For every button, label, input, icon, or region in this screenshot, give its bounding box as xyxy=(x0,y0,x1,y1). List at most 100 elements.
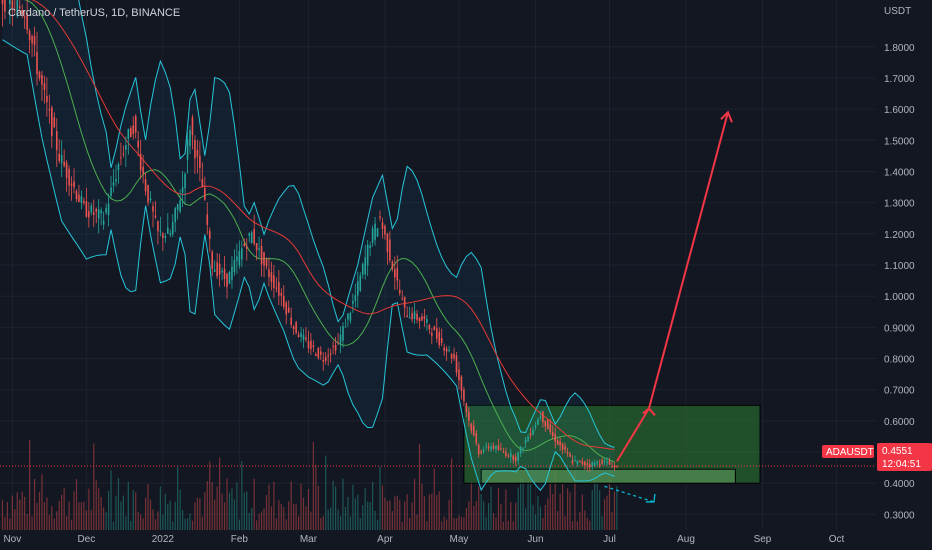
candle-body xyxy=(55,131,58,151)
candle-body xyxy=(559,441,561,446)
candle-body xyxy=(542,411,544,423)
candle-body xyxy=(369,245,371,249)
badge-symbol: ADAUSDT xyxy=(826,447,874,458)
candle-body xyxy=(324,356,327,361)
volume-bar xyxy=(68,501,70,530)
volume-bar xyxy=(132,490,134,530)
volume-bar xyxy=(51,506,53,530)
candle-body xyxy=(312,345,315,347)
volume-bar xyxy=(522,480,524,530)
band-lower xyxy=(2,39,615,492)
candle-body xyxy=(579,460,581,462)
candle-body xyxy=(300,332,302,338)
candle-body xyxy=(588,464,591,467)
candle-body xyxy=(297,334,300,337)
volume-bar xyxy=(606,495,608,530)
volume-bar xyxy=(90,509,92,530)
candle-body xyxy=(544,420,547,427)
candle-body xyxy=(201,179,204,187)
candle-body xyxy=(248,233,251,236)
candle-body xyxy=(485,445,487,447)
volume-bar xyxy=(525,508,527,530)
candle-body xyxy=(302,335,305,340)
volume-bar xyxy=(263,508,265,530)
candle-body xyxy=(142,166,144,174)
candle-body xyxy=(58,153,61,162)
volume-bar xyxy=(616,486,618,530)
candle-body xyxy=(83,201,85,203)
candle-body xyxy=(4,0,6,12)
candle-body xyxy=(88,211,90,218)
volume-bar xyxy=(61,494,63,530)
candle-body xyxy=(213,269,216,272)
candle-body xyxy=(233,259,236,273)
candle-body xyxy=(223,268,226,279)
time-axis[interactable]: Nov Dec 2022 Feb Mar Apr May Jun Jul Aug Sep Oct xyxy=(3,534,844,545)
volume-bar xyxy=(100,497,102,530)
candle-body xyxy=(537,419,539,425)
volume-bar xyxy=(411,502,413,530)
candle-body xyxy=(603,460,606,462)
volume-bar xyxy=(468,501,470,530)
candle-body xyxy=(561,443,564,450)
candle-body xyxy=(379,216,381,218)
volume-bar xyxy=(465,507,467,530)
candle-body xyxy=(497,445,500,450)
candle-body xyxy=(129,128,132,138)
volume-bar xyxy=(332,480,334,530)
candle-body xyxy=(43,83,46,90)
badge-symbol-bg xyxy=(822,445,874,458)
price-tick-label: 1.0000 xyxy=(884,292,915,303)
candle-body xyxy=(250,232,253,243)
time-tick-label: Jul xyxy=(603,534,616,545)
volume-bar xyxy=(611,511,613,530)
volume-bar xyxy=(182,509,184,530)
volume-bar xyxy=(369,502,371,530)
volume-bar xyxy=(196,497,199,530)
candle-body xyxy=(398,289,401,294)
time-tick-label: Sep xyxy=(754,534,772,545)
volume-bar xyxy=(135,492,137,530)
time-tick-label: Aug xyxy=(677,534,695,545)
candle-body xyxy=(75,191,78,200)
volume-bar xyxy=(443,516,445,530)
volume-bar xyxy=(169,500,171,530)
volume-bar xyxy=(320,518,322,530)
volume-bar xyxy=(179,489,181,530)
volume-bar xyxy=(194,502,196,530)
candle-body xyxy=(593,463,596,467)
candle-body xyxy=(354,295,357,301)
volume-bar xyxy=(431,493,433,530)
grid xyxy=(0,0,876,530)
volume-bar xyxy=(487,503,490,530)
volume-bar xyxy=(539,506,542,530)
volume-bar xyxy=(589,520,591,530)
volume-bar xyxy=(520,478,522,530)
candle-body xyxy=(218,263,221,275)
volume-bar xyxy=(191,520,194,530)
candle-body xyxy=(255,243,258,251)
volume-bar xyxy=(1,499,4,530)
candle-body xyxy=(194,140,196,159)
volume-bar xyxy=(11,495,13,530)
candle-body xyxy=(584,461,586,466)
candle-body xyxy=(36,52,38,75)
candle-body xyxy=(68,168,70,186)
candle-body xyxy=(517,452,519,461)
candle-body xyxy=(120,157,122,159)
volume-bar xyxy=(384,497,386,530)
candle-body xyxy=(322,360,325,362)
candle-body xyxy=(139,153,142,171)
candle-body xyxy=(327,355,329,357)
candle-body xyxy=(606,461,608,464)
candle-body xyxy=(100,210,102,214)
candle-body xyxy=(16,0,19,16)
volume-bar xyxy=(579,511,581,530)
volume-bar xyxy=(381,485,384,530)
candle-body xyxy=(329,353,332,355)
time-tick-label: 2022 xyxy=(152,534,175,545)
candle-body xyxy=(191,117,194,136)
price-tick-label: 1.1000 xyxy=(884,261,915,272)
volume-bar xyxy=(495,517,497,530)
